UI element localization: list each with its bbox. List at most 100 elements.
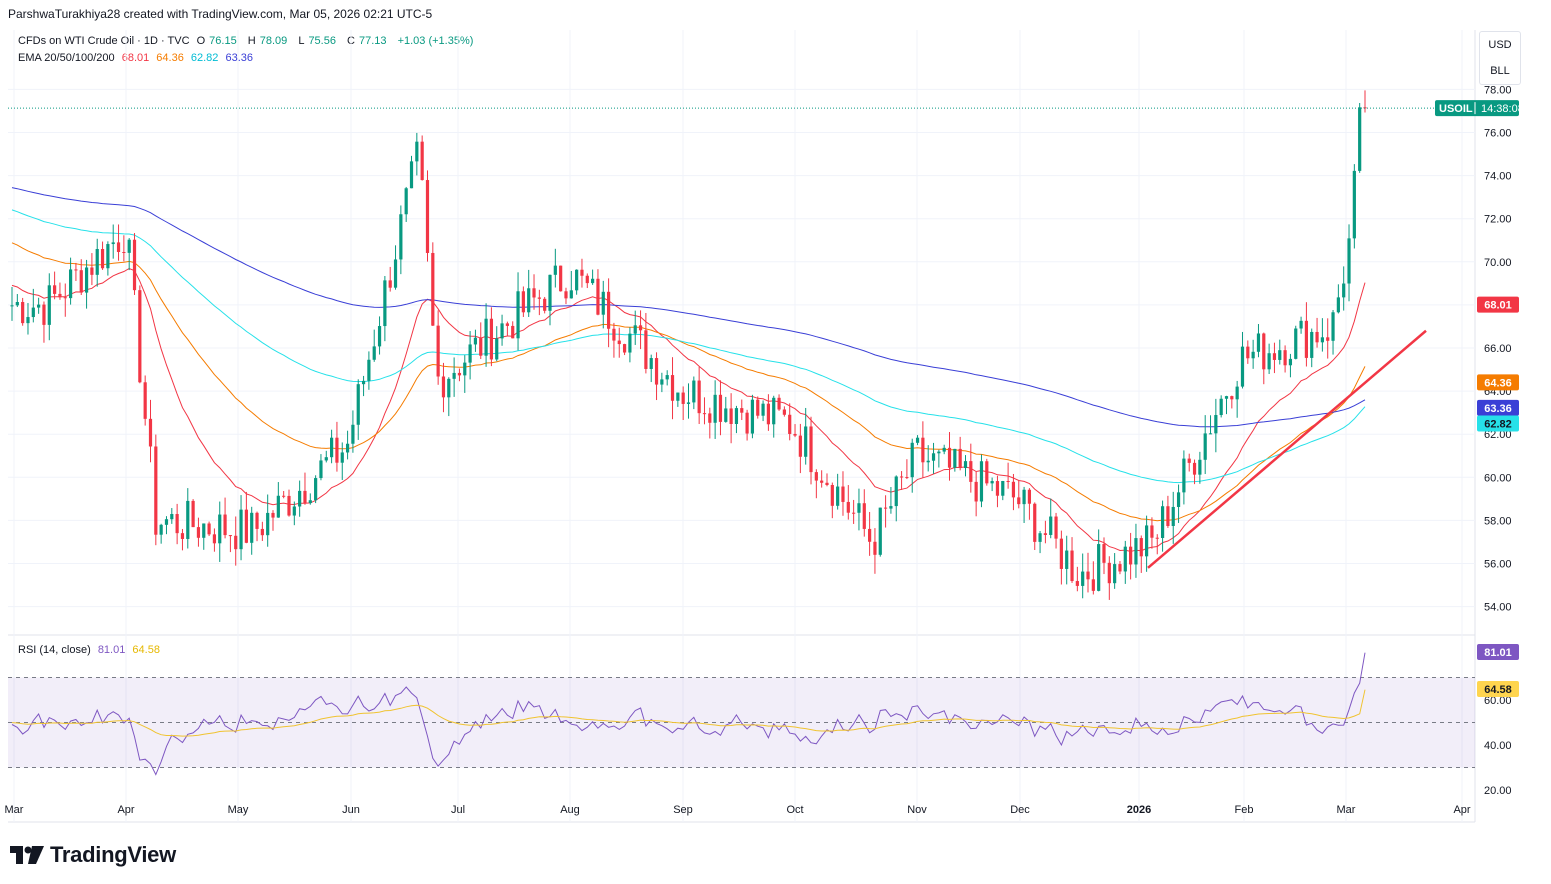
candle-body [122,252,126,254]
last-price-tag[interactable] [1435,100,1519,117]
candle-body [1342,283,1346,298]
ema50-line [11,242,1366,522]
candle-body [868,528,872,542]
ema100-value: 62.82 [190,52,219,64]
ema20-value: 68.01 [121,52,150,64]
candle-body [1043,533,1047,535]
tradingview-logo[interactable]: TradingView [10,842,176,868]
candle-body [889,506,893,509]
candle-body [676,392,680,401]
candle-body [399,214,403,260]
candle-body [218,514,222,544]
candle-body [873,541,877,555]
candle-body [995,481,1000,496]
rsi-ma-tag-label: 64.58 [1484,684,1512,696]
candle-body [42,304,46,325]
candle-body [58,293,62,298]
candle-body [1006,480,1010,482]
candle-body [622,344,627,353]
candle-body [345,443,350,453]
candle-body [324,457,328,461]
candle-body [1182,458,1186,493]
candle-body [724,408,728,422]
candle-body [415,141,419,162]
candle-body [1134,538,1138,565]
time-tick-label: Dec [1010,804,1030,816]
candle-body [1187,458,1191,463]
price-tick-label: 72.00 [1484,214,1512,226]
candle-body [820,480,824,483]
candle-body [53,285,57,294]
candle-body [548,274,552,311]
candle-body [473,337,478,345]
candle-body [266,512,270,536]
candle-body [644,330,648,369]
rsi-value: 81.01 [97,644,126,656]
candle-body [441,376,446,398]
candle-body [857,503,861,513]
candle-body [1256,333,1261,352]
candle-body [990,481,994,484]
candle-body [777,397,781,410]
candle-body [516,291,520,339]
symbol-description[interactable]: CFDs on WTI Crude Oil · 1D · TVC [18,35,190,47]
candle-body [1081,571,1085,586]
candle-body [468,344,472,363]
candle-body [436,325,440,377]
candle-body [1278,350,1282,360]
time-tick-label: Feb [1235,804,1254,816]
candle-body [985,461,989,484]
candle-body [159,524,163,535]
candle-body [489,318,494,360]
candle-body [447,378,451,398]
candle-body [207,523,211,535]
candle-body [708,413,712,423]
rsi-label[interactable]: RSI (14, close) [18,644,91,656]
candle-body [505,323,509,326]
candle-body [841,486,845,502]
time-tick-label: Jun [342,804,360,816]
candle-body [1176,492,1181,507]
candle-body [942,447,946,452]
tradingview-brand: TradingView [50,842,176,867]
candle-body [846,501,850,513]
candle-body [575,269,579,291]
ema-label[interactable]: EMA 20/50/100/200 [18,52,115,64]
candle-body [1326,337,1330,341]
candle-body [638,325,643,331]
candle-body [915,437,920,443]
rsi-ma-value: 64.58 [132,644,160,656]
ema100-line [11,209,1366,484]
candle-body [633,325,637,334]
price-tick-label: 78.00 [1484,84,1512,96]
candle-body [606,291,611,329]
candle-body [1347,238,1351,284]
candle-body [148,418,153,447]
candle-body [95,249,99,275]
candle-body [308,500,312,504]
candle-body [617,340,621,345]
last-price-countdown: 14:38:08 [1481,103,1524,115]
candle-body [116,242,121,253]
candle-body [772,397,776,425]
candle-body [1336,297,1340,313]
candle-body [766,403,771,425]
candle-body [1219,398,1223,416]
price-scale-units[interactable]: USD BLL [1479,31,1521,85]
candle-body [340,452,344,463]
candle-body [591,278,595,284]
candle-body [521,291,525,313]
time-tick-label: Oct [786,804,803,816]
candle-body [836,486,840,506]
candle-body [31,307,35,318]
candle-body [132,239,137,291]
candle-body [1171,506,1175,526]
candle-body [1033,503,1037,542]
support-trendline[interactable] [1147,329,1427,569]
candle-body [804,426,808,457]
candle-body [974,481,978,502]
candle-body [953,448,957,468]
candle-body [143,382,147,419]
rsi-tick-label: 20.00 [1484,785,1512,797]
